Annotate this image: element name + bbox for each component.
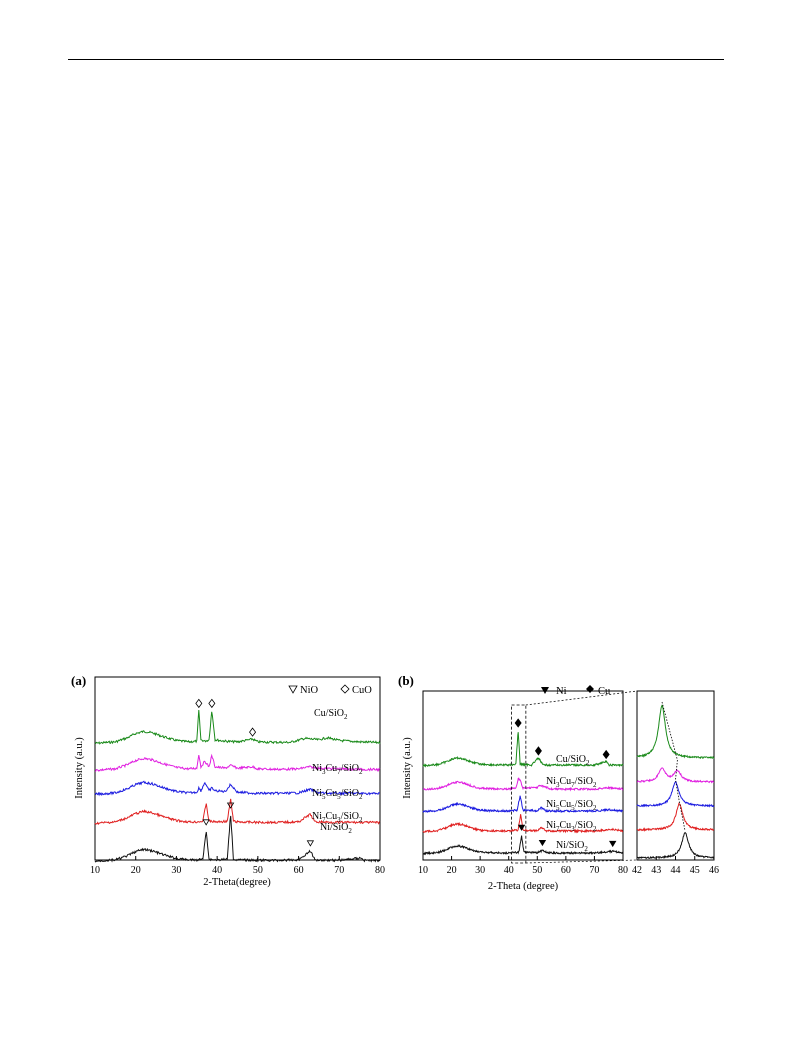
label-a-ni5cu5-sio2: Ni5Cu5/SiO2	[312, 788, 363, 801]
a-peak-marker-43-3-icon	[226, 802, 235, 809]
a-peak-marker-48-7-icon	[249, 727, 257, 737]
a-tick-label-20: 20	[131, 865, 141, 876]
panel-a-peak-markers	[195, 698, 315, 847]
b-peak-marker-74-1-icon	[602, 749, 610, 760]
b-tick-label-70: 70	[589, 865, 599, 876]
b-tick-label-10: 10	[418, 865, 428, 876]
a-series-ni-sio2	[94, 815, 381, 863]
header-rule	[68, 59, 724, 60]
panel-b-inset: 42 43 44 45 46	[632, 690, 719, 876]
inset-peak-shift-trendline	[661, 701, 686, 832]
a-peak-marker-35-5-icon	[195, 698, 203, 709]
label-b-cu-sio2: Cu/SiO2	[556, 754, 590, 767]
inset-series-cu-sio2	[636, 704, 715, 760]
legend-nio-marker-icon	[288, 685, 298, 694]
label-b-ni-sio2: Ni/SiO2	[556, 840, 588, 853]
b-peak-marker-43-3-icon	[514, 718, 522, 728]
panel-a-tag: (a)	[71, 673, 86, 688]
legend-cuo-marker-icon	[340, 684, 350, 694]
a-peak-marker-62-9-icon	[306, 840, 315, 847]
panel-b-frame	[422, 690, 624, 861]
label-a-ni3cu7-sio2: Ni3Cu7/SiO2	[312, 763, 363, 776]
b-series-ni5cu5-sio2	[422, 795, 624, 814]
panel-a-x-ticks: 10 20 30 40 50 60 70 80	[90, 856, 385, 876]
a-tick-label-10: 10	[90, 865, 100, 876]
panel-a-series-labels: Cu/SiO2 Ni3Cu7/SiO2 Ni5Cu5/SiO2 Ni7Cu3/S…	[312, 708, 363, 835]
inset-series-ni-sio2	[636, 831, 714, 860]
panel-b-series	[422, 732, 624, 856]
a-tick-label-40: 40	[212, 865, 222, 876]
a-tick-label-50: 50	[253, 865, 263, 876]
inset-series-ni5cu5-sio2	[636, 781, 715, 808]
a-tick-label-80: 80	[375, 865, 385, 876]
zoom-connector-bottom	[525, 859, 638, 864]
a-tick-label-30: 30	[171, 865, 181, 876]
legend-cu-label: Cu	[598, 686, 611, 697]
b-peak-marker-50-4-icon	[534, 746, 542, 756]
inset-series-ni7cu3-sio2	[637, 802, 715, 833]
inset-tick-label-44: 44	[671, 865, 681, 876]
a-series-cu-sio2	[94, 709, 381, 745]
b-tick-label-40: 40	[504, 865, 514, 876]
b-tick-label-60: 60	[561, 865, 571, 876]
a-peak-marker-37-3-icon	[202, 819, 210, 826]
b-tick-label-30: 30	[475, 865, 485, 876]
panel-a-legend: NiO CuO	[288, 684, 372, 696]
b-peak-marker-44-5-icon	[517, 824, 526, 831]
zoom-connector-top	[525, 690, 638, 706]
label-b-ni3cu7-sio2: Ni3Cu7/SiO2	[546, 776, 597, 789]
b-peak-marker-51-8-icon	[538, 840, 547, 847]
b-tick-label-50: 50	[532, 865, 542, 876]
panel-a-series	[94, 709, 381, 863]
legend-cuo-label: CuO	[352, 685, 372, 696]
inset-x-ticks: 42 43 44 45 46	[632, 856, 719, 876]
b-tick-label-20: 20	[447, 865, 457, 876]
zoom-region-box	[511, 704, 527, 864]
inset-tick-label-43: 43	[651, 865, 661, 876]
panel-b: (b) 10 20 30 40 50 60 70 80 Ni Cu Cu/SiO2 Ni3Cu…	[398, 673, 638, 892]
inset-series	[636, 704, 715, 860]
panel-b-x-axis-title: 2-Theta (degree)	[488, 881, 559, 892]
a-tick-label-60: 60	[294, 865, 304, 876]
legend-ni-label: Ni	[556, 686, 567, 697]
panel-b-peak-markers	[514, 718, 617, 848]
a-series-ni7cu3-sio2	[94, 798, 381, 826]
panel-b-series-labels: Cu/SiO2 Ni3Cu7/SiO2 Ni5Cu5/SiO2 Ni7Cu3/S…	[546, 754, 597, 853]
panel-a: (a) 10 20 30 40 50 60 70 80 NiO CuO Cu/SiO2 Ni3…	[71, 673, 385, 888]
panel-b-x-ticks: 10 20 30 40 50 60 70 80	[418, 856, 628, 876]
b-series-ni3cu7-sio2	[422, 777, 624, 792]
a-peak-marker-38-7-icon	[208, 698, 216, 709]
a-series-ni3cu7-sio2	[94, 753, 381, 772]
legend-nio-label: NiO	[300, 685, 319, 696]
label-b-ni7cu3-sio2: Ni7Cu3/SiO2	[546, 820, 597, 833]
label-a-cu-sio2: Cu/SiO2	[314, 708, 348, 721]
panel-b-tag: (b)	[398, 673, 414, 688]
legend-ni-marker-icon	[541, 687, 549, 694]
legend-cu-marker-icon	[586, 685, 594, 693]
panel-a-x-axis-title: 2-Theta(degree)	[203, 877, 271, 888]
b-series-cu-sio2	[422, 732, 624, 768]
inset-series-ni3cu7-sio2	[637, 767, 715, 784]
label-b-ni5cu5-sio2: Ni5Cu5/SiO2	[546, 799, 597, 812]
b-series-ni-sio2	[422, 835, 624, 856]
label-a-ni7cu3-sio2: Ni7Cu3/SiO2	[312, 811, 363, 824]
panel-b-y-axis-title: Intensity (a.u.)	[402, 737, 413, 799]
a-series-ni5cu5-sio2	[94, 780, 381, 797]
b-peak-marker-76-4-icon	[609, 840, 617, 848]
inset-tick-label-45: 45	[690, 865, 700, 876]
panel-a-y-axis-title: Intensity (a.u.)	[74, 737, 85, 799]
a-tick-label-70: 70	[334, 865, 344, 876]
label-a-ni-sio2: Ni/SiO2	[320, 822, 352, 835]
b-tick-label-80: 80	[618, 865, 628, 876]
inset-frame	[636, 690, 715, 861]
inset-tick-label-42: 42	[632, 865, 642, 876]
panel-b-legend: Ni Cu	[541, 685, 611, 697]
inset-tick-label-46: 46	[709, 865, 719, 876]
b-series-ni7cu3-sio2	[422, 814, 624, 834]
